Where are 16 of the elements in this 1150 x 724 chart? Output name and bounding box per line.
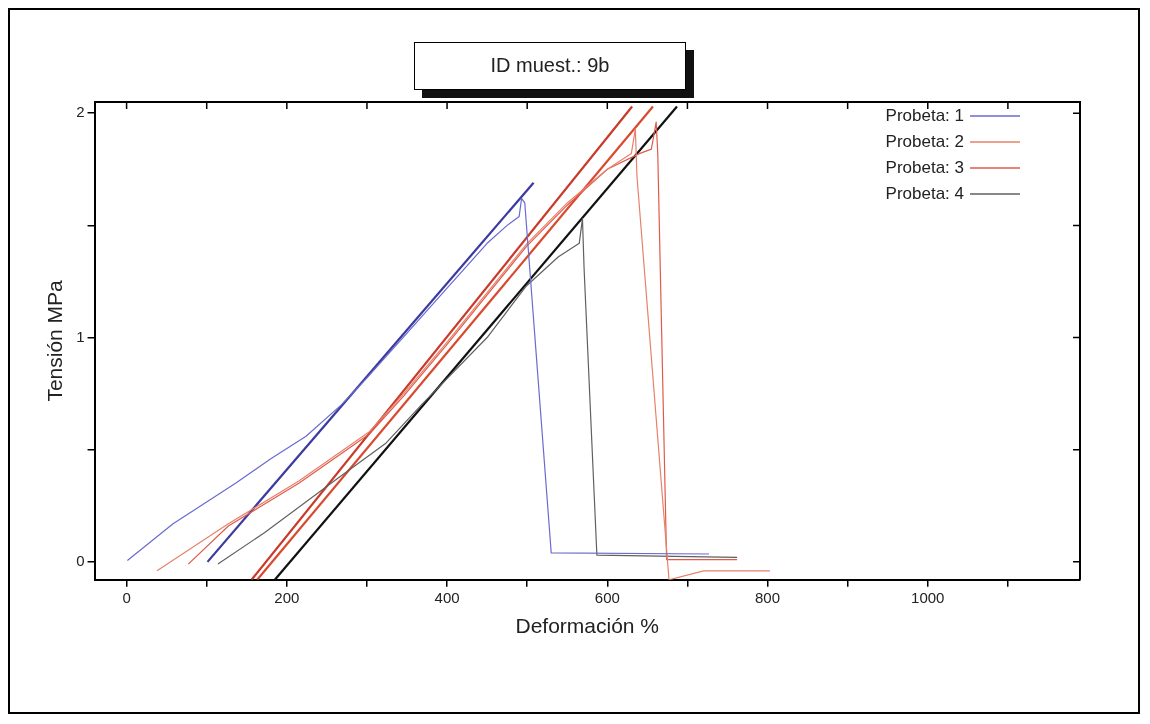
x-tick-label: 200	[274, 588, 300, 606]
y-tick-label: 0	[76, 552, 85, 569]
x-tick-label: 1000	[911, 588, 945, 606]
y-tick-label: 2	[76, 103, 85, 121]
x-tick-label: 800	[755, 588, 781, 606]
legend-label: Probeta: 1	[885, 105, 965, 125]
legend-label: Probeta: 3	[885, 157, 965, 177]
chart-title: ID muest.: 9b	[489, 54, 611, 77]
x-tick-label: 0	[122, 588, 131, 606]
x-tick-label: 600	[594, 588, 620, 606]
x-axis-title: Deformación %	[515, 614, 660, 638]
y-axis-title: Tensión MPa	[43, 279, 67, 402]
y-tick-label: 1	[76, 327, 85, 345]
legend-label: Probeta: 2	[885, 131, 965, 151]
x-tick-label: 400	[434, 588, 460, 606]
legend-label: Probeta: 4	[885, 183, 965, 203]
